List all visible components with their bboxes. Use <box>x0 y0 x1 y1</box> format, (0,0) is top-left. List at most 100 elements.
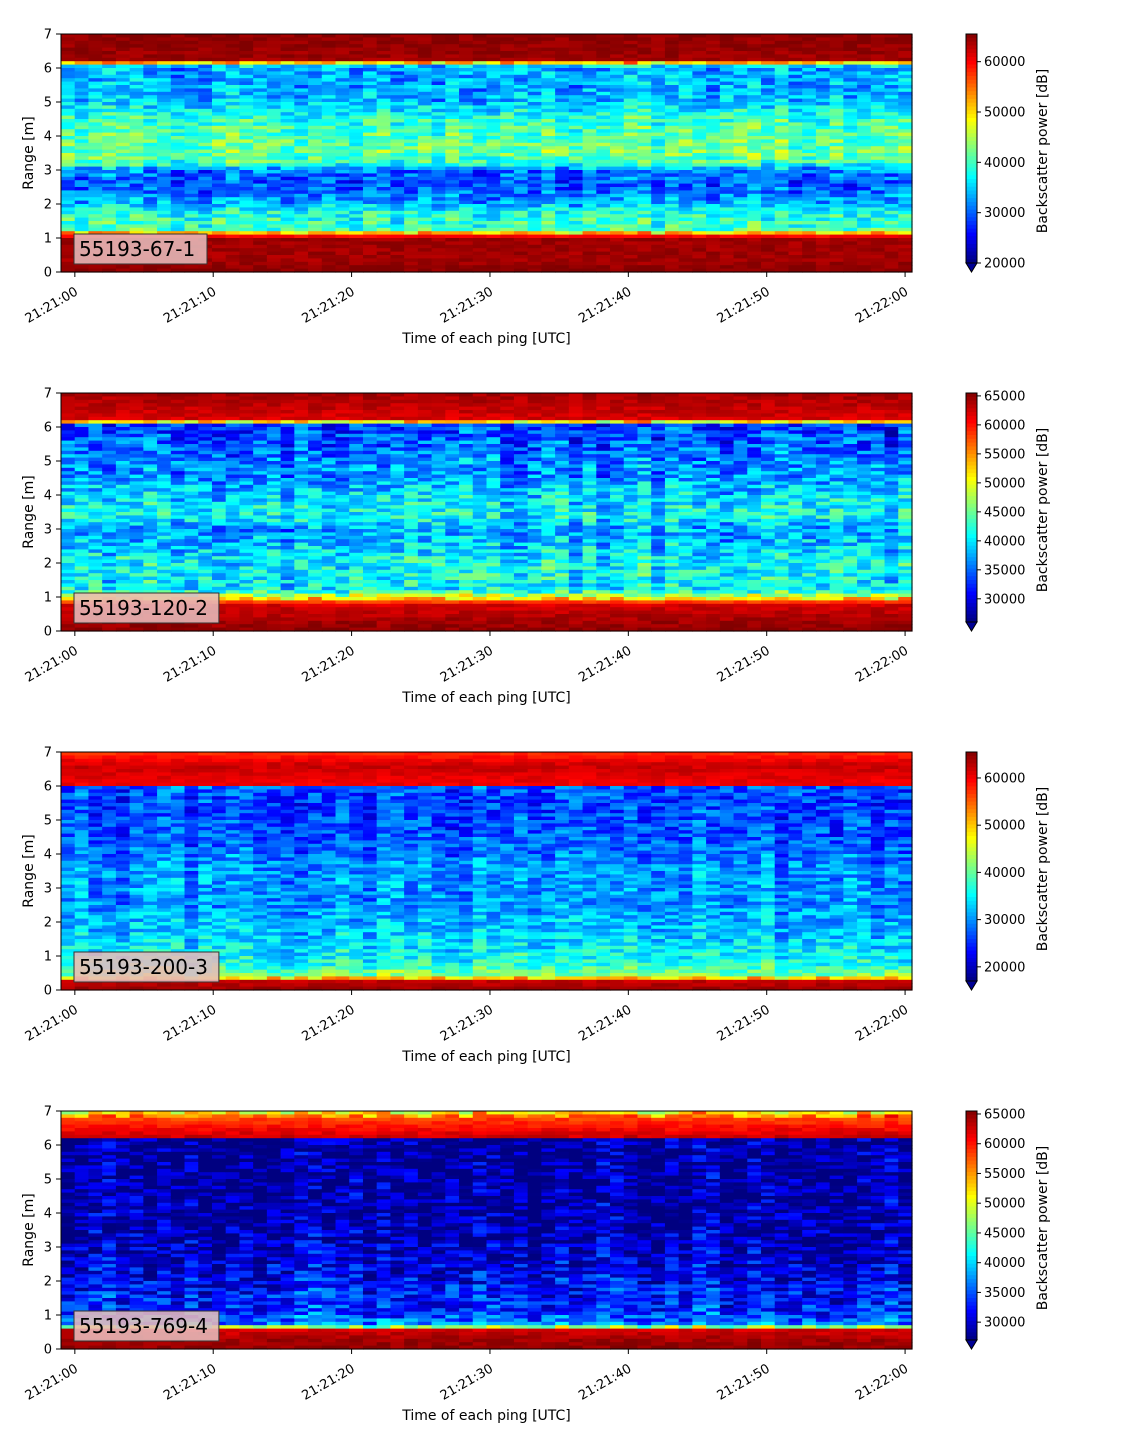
heatmap-cell <box>761 149 776 154</box>
heatmap-cell <box>582 47 597 52</box>
heatmap-cell <box>74 224 90 229</box>
heatmap-cell <box>555 197 570 202</box>
heatmap-cell <box>733 217 748 222</box>
heatmap-cell <box>115 187 131 191</box>
heatmap-cell <box>843 170 858 174</box>
heatmap-cell <box>884 234 899 239</box>
heatmap-cell <box>472 166 488 171</box>
heatmap-cell <box>527 81 543 86</box>
heatmap-cell <box>582 156 597 161</box>
heatmap-cell <box>431 102 446 106</box>
heatmap-cell <box>527 159 543 164</box>
heatmap-cell <box>61 627 76 632</box>
heatmap-cell <box>239 268 254 273</box>
heatmap-cell <box>431 268 446 273</box>
heatmap-cell <box>143 166 158 171</box>
heatmap-cell <box>445 163 460 168</box>
heatmap-cell <box>253 251 268 256</box>
heatmap-cell <box>472 244 488 249</box>
heatmap-cell <box>74 508 90 513</box>
heatmap-cell <box>390 125 405 130</box>
heatmap-cell <box>362 122 378 127</box>
colorbar-step <box>966 41 977 47</box>
heatmap-cell <box>239 190 254 195</box>
heatmap-cell <box>706 88 721 93</box>
heatmap-cell <box>102 102 117 106</box>
heatmap-cell <box>884 210 899 215</box>
heatmap-cell <box>445 234 460 239</box>
heatmap-cell <box>321 125 337 130</box>
heatmap-cell <box>170 231 186 236</box>
heatmap-cell <box>88 454 103 459</box>
heatmap-cell <box>555 61 570 66</box>
heatmap-cell <box>541 146 556 151</box>
heatmap-cell <box>802 183 817 188</box>
heatmap-cell <box>541 258 556 263</box>
heatmap-cell <box>774 88 790 93</box>
heatmap-cell <box>253 40 268 45</box>
heatmap-cell <box>610 98 625 103</box>
heatmap-cell <box>266 115 282 120</box>
heatmap-cell <box>582 159 597 164</box>
heatmap-cell <box>870 166 886 171</box>
heatmap-cell <box>143 91 158 96</box>
heatmap-cell <box>472 190 488 195</box>
heatmap-cell <box>898 261 913 266</box>
heatmap-cell <box>335 44 350 49</box>
heatmap-cell <box>74 173 90 178</box>
heatmap-cell <box>802 136 817 140</box>
heatmap-cell <box>678 193 693 198</box>
heatmap-cell <box>170 68 186 72</box>
heatmap-cell <box>74 474 90 479</box>
heatmap-cell <box>143 217 158 222</box>
heatmap-cell <box>335 190 350 195</box>
heatmap-cell <box>706 68 721 72</box>
heatmap-cell <box>349 85 364 89</box>
heatmap-cell <box>486 108 501 113</box>
heatmap-cell <box>129 522 144 527</box>
heatmap-cell <box>170 125 186 130</box>
heatmap-cell <box>898 176 913 181</box>
heatmap-cell <box>61 54 76 59</box>
heatmap-cell <box>198 231 213 236</box>
heatmap-cell <box>61 399 76 404</box>
heatmap-cell <box>788 115 803 120</box>
heatmap-cell <box>102 481 117 486</box>
heatmap-cell <box>843 244 858 249</box>
heatmap-cell <box>321 122 337 127</box>
heatmap-cell <box>102 501 117 506</box>
heatmap-cell <box>486 166 501 171</box>
heatmap-cell <box>266 214 282 219</box>
heatmap-cell <box>774 34 790 38</box>
heatmap-cell <box>596 197 611 202</box>
heatmap-cell <box>500 224 515 229</box>
heatmap-cell <box>129 125 144 130</box>
heatmap-cell <box>651 105 666 110</box>
heatmap-cell <box>239 265 254 270</box>
heatmap-cell <box>513 268 529 273</box>
heatmap-cell <box>115 437 131 442</box>
heatmap-cell <box>623 51 639 55</box>
heatmap-cell <box>239 119 254 123</box>
heatmap-cell <box>857 37 872 42</box>
heatmap-cell <box>857 176 872 181</box>
heatmap-cell <box>459 132 474 137</box>
heatmap-cell <box>280 85 295 89</box>
heatmap-cell <box>404 51 419 55</box>
heatmap-cell <box>362 149 378 154</box>
heatmap-cell <box>651 136 666 140</box>
heatmap-cell <box>129 501 144 506</box>
heatmap-cell <box>294 125 309 130</box>
heatmap-cell <box>513 71 529 76</box>
heatmap-cell <box>555 47 570 52</box>
heatmap-cell <box>678 119 693 123</box>
heatmap-cell <box>349 204 364 208</box>
heatmap-cell <box>61 268 76 273</box>
heatmap-cell <box>362 61 378 66</box>
heatmap-cell <box>719 173 735 178</box>
heatmap-cell <box>335 112 350 117</box>
heatmap-cell <box>308 163 323 168</box>
heatmap-cell <box>198 183 213 188</box>
heatmap-cell <box>115 139 131 144</box>
heatmap-cell <box>857 129 872 134</box>
